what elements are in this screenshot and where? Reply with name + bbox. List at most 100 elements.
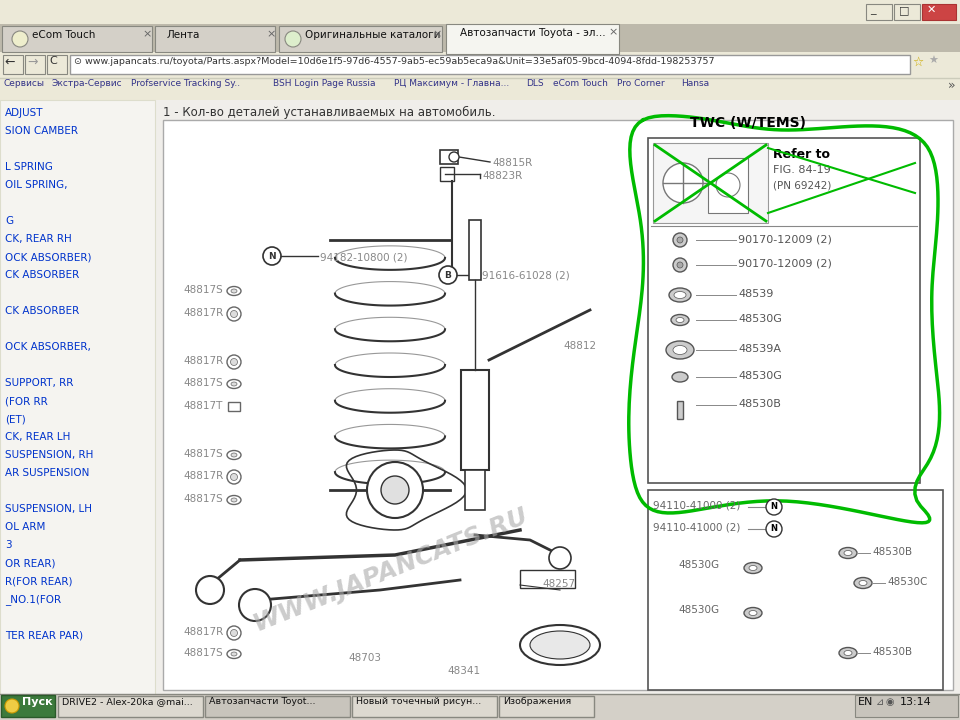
Text: OCK ABSORBER,: OCK ABSORBER, — [5, 342, 91, 352]
Circle shape — [263, 247, 281, 265]
Text: ◉: ◉ — [886, 697, 895, 707]
Text: 48257: 48257 — [542, 579, 575, 589]
Text: 90170-12009 (2): 90170-12009 (2) — [738, 259, 832, 269]
Ellipse shape — [859, 580, 867, 585]
Circle shape — [12, 31, 28, 47]
Text: 48817S: 48817S — [183, 494, 223, 504]
Text: FIG. 84-19: FIG. 84-19 — [773, 165, 830, 175]
Circle shape — [449, 152, 459, 162]
Bar — [440, 167, 454, 181]
Text: ×: × — [608, 27, 617, 37]
Text: ☆: ☆ — [912, 56, 924, 69]
Circle shape — [367, 462, 423, 518]
Text: РЦ Максимум - Главна...: РЦ Максимум - Главна... — [395, 79, 510, 88]
Text: 48817R: 48817R — [183, 308, 224, 318]
Circle shape — [439, 266, 457, 284]
Text: Hansa: Hansa — [682, 79, 709, 88]
Ellipse shape — [227, 379, 241, 389]
Text: ✕: ✕ — [927, 5, 936, 15]
Text: N: N — [771, 524, 778, 533]
Text: CK, REAR LH: CK, REAR LH — [5, 432, 70, 442]
Bar — [2, 26, 152, 52]
Text: C: C — [49, 56, 57, 66]
Text: (ET): (ET) — [5, 414, 26, 424]
Bar — [461, 370, 489, 470]
Ellipse shape — [673, 346, 687, 354]
Ellipse shape — [231, 652, 237, 656]
Bar — [708, 158, 748, 213]
Ellipse shape — [672, 372, 688, 382]
Bar — [469, 220, 481, 280]
Text: L SPRING: L SPRING — [5, 162, 53, 172]
Circle shape — [716, 173, 740, 197]
Circle shape — [230, 474, 237, 480]
Bar — [70, 55, 910, 74]
Text: SUSPENSION, RH: SUSPENSION, RH — [5, 450, 93, 460]
Text: N: N — [268, 252, 276, 261]
Text: CK, REAR RH: CK, REAR RH — [5, 234, 72, 244]
Text: →: → — [27, 56, 37, 69]
Bar — [0, 100, 155, 708]
Bar — [228, 402, 240, 411]
Bar — [0, 694, 960, 720]
Text: Refer to: Refer to — [773, 148, 830, 161]
Ellipse shape — [231, 498, 237, 502]
Text: ADJUST: ADJUST — [5, 108, 43, 118]
Bar — [25, 55, 45, 74]
Ellipse shape — [666, 341, 694, 359]
Text: DRIVE2 - Alex-20ka @mai...: DRIVE2 - Alex-20ka @mai... — [62, 697, 193, 706]
Ellipse shape — [671, 315, 689, 325]
Ellipse shape — [227, 451, 241, 459]
Circle shape — [230, 629, 237, 636]
Text: 48530B: 48530B — [872, 547, 912, 557]
Ellipse shape — [227, 287, 241, 295]
Text: ★: ★ — [928, 56, 938, 66]
Bar — [155, 26, 275, 52]
Text: 48817S: 48817S — [183, 378, 223, 388]
Text: 48812: 48812 — [563, 341, 596, 351]
Text: Profservice Tracking Sy..: Profservice Tracking Sy.. — [131, 79, 240, 88]
Text: OIL SPRING,: OIL SPRING, — [5, 180, 67, 190]
Bar — [520, 570, 575, 588]
Text: EN: EN — [858, 697, 874, 707]
Circle shape — [227, 626, 241, 640]
Text: 48539: 48539 — [738, 289, 774, 299]
Text: Экстра-Сервис: Экстра-Сервис — [52, 79, 122, 88]
Circle shape — [5, 699, 19, 713]
Text: (PN 69242): (PN 69242) — [773, 181, 831, 191]
Text: eCom Touch: eCom Touch — [32, 30, 95, 40]
Bar — [205, 696, 350, 717]
Text: 94182-10800 (2): 94182-10800 (2) — [320, 252, 407, 262]
Text: 48530C: 48530C — [887, 577, 927, 587]
Ellipse shape — [231, 382, 237, 386]
Text: 48817S: 48817S — [183, 449, 223, 459]
Circle shape — [381, 476, 409, 504]
Text: Автозапчасти Toyota - эл...: Автозапчасти Toyota - эл... — [460, 28, 606, 38]
Text: Изображения: Изображения — [503, 697, 571, 706]
Text: □: □ — [899, 5, 909, 15]
Text: 48703: 48703 — [348, 653, 381, 663]
Text: N: N — [771, 502, 778, 511]
Text: Лента: Лента — [167, 30, 201, 40]
Text: ×: × — [266, 29, 276, 39]
Text: Сервисы: Сервисы — [3, 79, 44, 88]
Text: Новый точечный рисун...: Новый точечный рисун... — [356, 697, 481, 706]
Ellipse shape — [839, 647, 857, 659]
Text: 48539A: 48539A — [738, 344, 781, 354]
Text: OCK ABSORBER): OCK ABSORBER) — [5, 252, 91, 262]
Text: B: B — [444, 271, 451, 280]
Text: Автозапчасти Toyot...: Автозапчасти Toyot... — [209, 697, 316, 706]
Text: 48530G: 48530G — [738, 371, 781, 381]
Text: ×: × — [142, 29, 152, 39]
Text: Оригинальные каталоги: Оригинальные каталоги — [305, 30, 441, 40]
Text: CK ABSORBER: CK ABSORBER — [5, 306, 80, 316]
Text: 48817R: 48817R — [183, 471, 224, 481]
Text: 48530B: 48530B — [872, 647, 912, 657]
Ellipse shape — [844, 551, 852, 556]
Circle shape — [239, 589, 271, 621]
Bar — [677, 401, 683, 419]
Text: OL ARM: OL ARM — [5, 522, 45, 532]
Circle shape — [285, 31, 301, 47]
Bar — [0, 52, 960, 78]
Text: 48815R: 48815R — [492, 158, 532, 168]
